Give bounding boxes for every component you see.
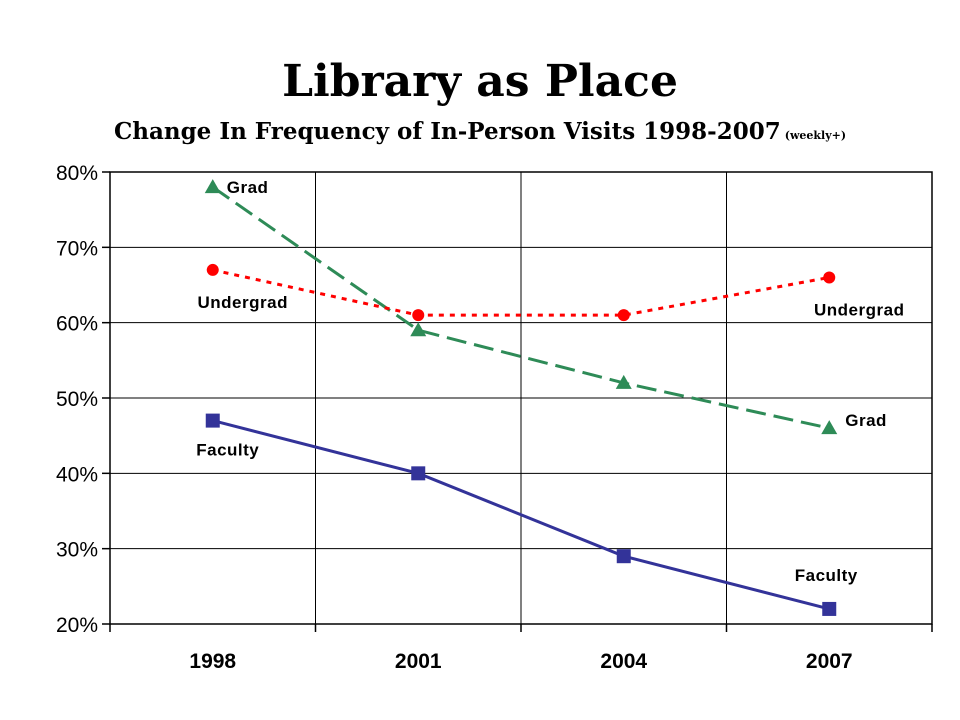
y-tick-label: 50% <box>56 388 98 411</box>
data-point <box>412 309 425 322</box>
data-point <box>410 322 427 337</box>
series-label-faculty: Faculty <box>196 441 259 460</box>
chart-title: Library as Place <box>282 56 678 107</box>
data-point <box>204 179 221 194</box>
x-tick-label: 2007 <box>806 650 853 673</box>
plot-frame <box>109 171 933 625</box>
series-label-grad: Grad <box>227 178 269 197</box>
series-faculty <box>205 413 837 616</box>
chart-subtitle: Change In Frequency of In-Person Visits … <box>0 118 960 145</box>
series-undergrad <box>206 263 836 322</box>
data-point <box>615 374 632 389</box>
series-line <box>212 268 830 317</box>
series-grad <box>204 179 838 435</box>
y-tick-label: 80% <box>56 162 98 185</box>
x-axis-ticks: 1998 2001 2004 2007 <box>189 650 852 673</box>
data-point <box>822 601 837 616</box>
y-tick-label: 60% <box>56 313 98 336</box>
data-point <box>205 413 220 428</box>
y-tick-label: 20% <box>56 614 98 637</box>
data-point <box>411 466 426 481</box>
subtitle-note: (weekly+) <box>784 129 847 142</box>
series-label-faculty: Faculty <box>795 566 858 585</box>
subtitle-text: Change In Frequency of In-Person Visits … <box>113 118 781 145</box>
y-tick-label: 70% <box>56 237 98 260</box>
data-point <box>823 271 836 284</box>
data-point <box>616 549 631 564</box>
data-point <box>206 263 219 276</box>
series-layer <box>204 179 838 616</box>
series-label-undergrad: Undergrad <box>198 293 288 312</box>
x-tick-label: 2001 <box>395 650 442 673</box>
data-point <box>617 309 630 322</box>
y-axis-ticks: 20% 30% 40% 50% 60% 70% 80% <box>56 162 98 637</box>
y-tick-label: 30% <box>56 539 98 562</box>
series-line <box>212 419 830 611</box>
x-tick-label: 1998 <box>189 650 236 673</box>
data-point <box>821 420 838 435</box>
gridlines <box>102 171 933 632</box>
series-label-grad: Grad <box>845 411 887 430</box>
series-label-undergrad: Undergrad <box>814 300 904 319</box>
series-line <box>211 185 830 430</box>
series-annotations: Grad Grad Undergrad Undergrad Faculty Faculty <box>196 178 904 585</box>
y-tick-label: 40% <box>56 463 98 486</box>
x-tick-label: 2004 <box>600 650 647 673</box>
